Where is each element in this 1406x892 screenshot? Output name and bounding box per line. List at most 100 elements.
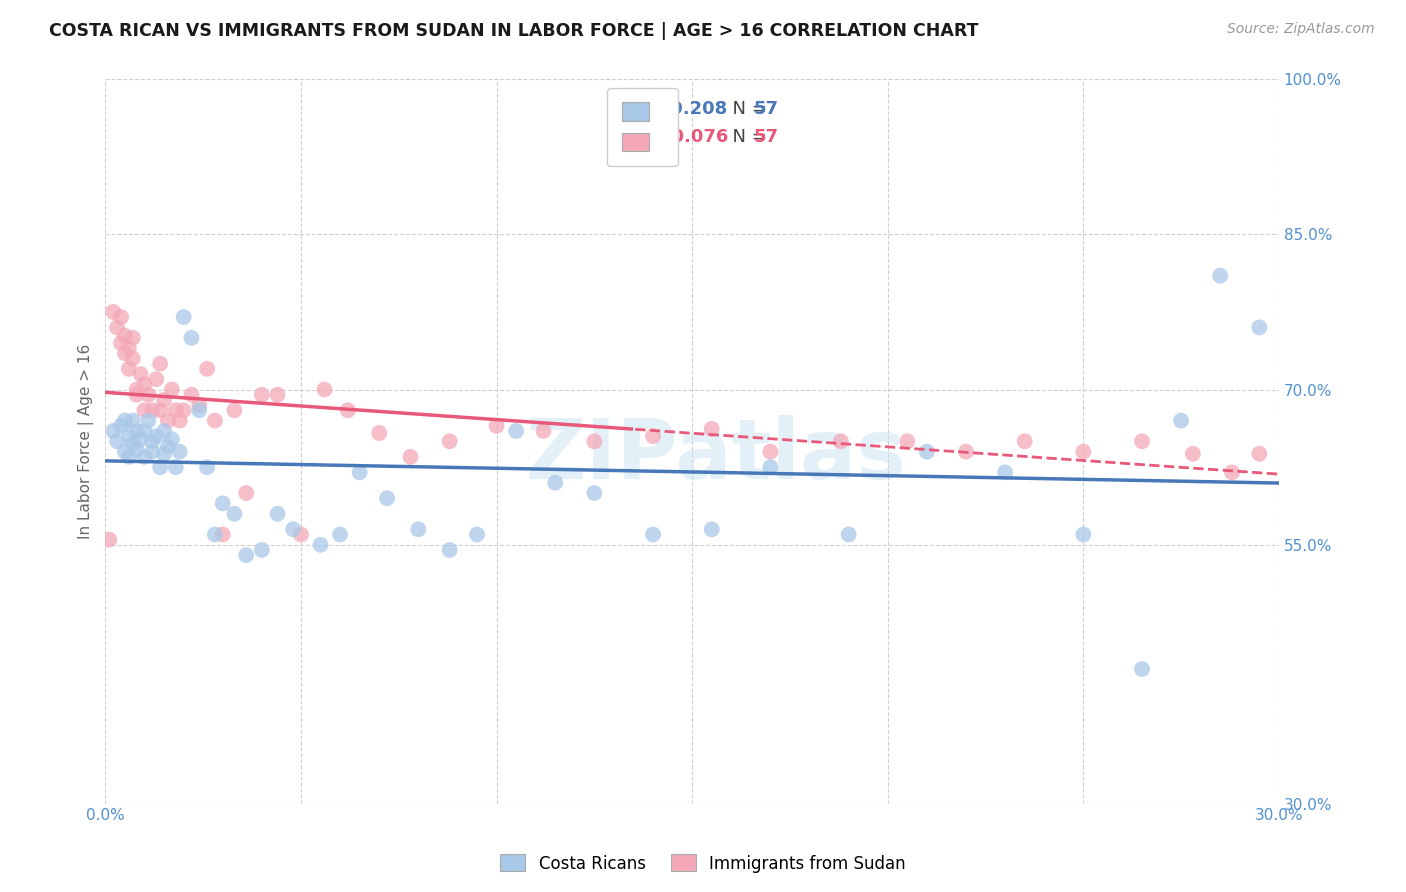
Point: [105, 320, 128, 334]
Point: [759, 460, 782, 475]
Point: [118, 450, 141, 464]
Point: [138, 388, 160, 402]
Point: [830, 434, 852, 449]
Text: ZIPatlas: ZIPatlas: [524, 416, 905, 496]
Point: [129, 367, 152, 381]
Point: [134, 450, 156, 464]
Text: 57: 57: [754, 128, 778, 146]
Y-axis label: In Labor Force | Age > 16: In Labor Force | Age > 16: [79, 343, 94, 539]
Point: [125, 383, 148, 397]
Point: [160, 432, 183, 446]
Point: [700, 422, 723, 436]
Point: [110, 418, 132, 433]
Point: [700, 522, 723, 536]
Point: [173, 403, 195, 417]
Point: [125, 388, 148, 402]
Point: [138, 414, 160, 428]
Point: [915, 444, 938, 458]
Point: [121, 351, 143, 366]
Point: [250, 388, 273, 402]
Point: [145, 429, 167, 443]
Point: [114, 346, 136, 360]
Point: [98, 533, 121, 547]
Point: [211, 527, 233, 541]
Point: [211, 496, 233, 510]
Point: [224, 507, 246, 521]
Point: [169, 444, 191, 458]
Point: [180, 331, 202, 345]
Point: [105, 434, 128, 449]
Point: [1181, 447, 1204, 461]
Point: [121, 414, 143, 428]
Point: [118, 341, 141, 355]
Point: [145, 372, 167, 386]
Point: [583, 486, 606, 500]
Point: [1170, 414, 1192, 428]
Point: [1249, 320, 1271, 334]
Point: [314, 383, 336, 397]
Point: [838, 527, 860, 541]
Point: [266, 388, 288, 402]
Point: [281, 522, 304, 536]
Point: [149, 460, 172, 475]
Point: [336, 403, 359, 417]
Point: [1073, 527, 1095, 541]
Point: [156, 440, 179, 454]
Point: [165, 403, 187, 417]
Point: [125, 442, 148, 457]
Point: [309, 538, 332, 552]
Text: COSTA RICAN VS IMMIGRANTS FROM SUDAN IN LABOR FORCE | AGE > 16 CORRELATION CHART: COSTA RICAN VS IMMIGRANTS FROM SUDAN IN …: [49, 22, 979, 40]
Text: N =: N =: [721, 128, 773, 146]
Point: [153, 392, 176, 407]
Point: [121, 436, 143, 450]
Point: [103, 305, 125, 319]
Point: [149, 357, 172, 371]
Point: [118, 361, 141, 376]
Point: [408, 522, 430, 536]
Point: [290, 527, 312, 541]
Point: [399, 450, 422, 464]
Point: [103, 424, 125, 438]
Point: [1209, 268, 1232, 283]
Text: 57: 57: [754, 101, 778, 119]
Point: [266, 507, 288, 521]
Point: [641, 527, 664, 541]
Point: [134, 403, 156, 417]
Point: [329, 527, 352, 541]
Point: [368, 425, 391, 440]
Point: [1130, 662, 1153, 676]
Legend: , : ,: [607, 88, 678, 167]
Point: [485, 418, 508, 433]
Point: [505, 424, 527, 438]
Point: [134, 377, 156, 392]
Text: R =: R =: [640, 101, 678, 119]
Point: [141, 403, 163, 417]
Point: [188, 398, 211, 412]
Text: N =: N =: [721, 101, 773, 119]
Point: [1249, 447, 1271, 461]
Point: [204, 414, 226, 428]
Text: Source: ZipAtlas.com: Source: ZipAtlas.com: [1227, 22, 1375, 37]
Point: [149, 403, 172, 417]
Point: [173, 310, 195, 324]
Point: [759, 444, 782, 458]
Point: [533, 424, 555, 438]
Point: [125, 424, 148, 438]
Point: [235, 548, 257, 562]
Point: [169, 414, 191, 428]
Point: [250, 543, 273, 558]
Point: [1073, 444, 1095, 458]
Point: [153, 424, 176, 438]
Point: [134, 424, 156, 438]
Point: [180, 388, 202, 402]
Point: [188, 403, 211, 417]
Point: [544, 475, 567, 490]
Point: [1220, 466, 1243, 480]
Point: [994, 466, 1017, 480]
Point: [114, 414, 136, 428]
Point: [110, 310, 132, 324]
Point: [160, 383, 183, 397]
Point: [141, 444, 163, 458]
Point: [896, 434, 918, 449]
Point: [583, 434, 606, 449]
